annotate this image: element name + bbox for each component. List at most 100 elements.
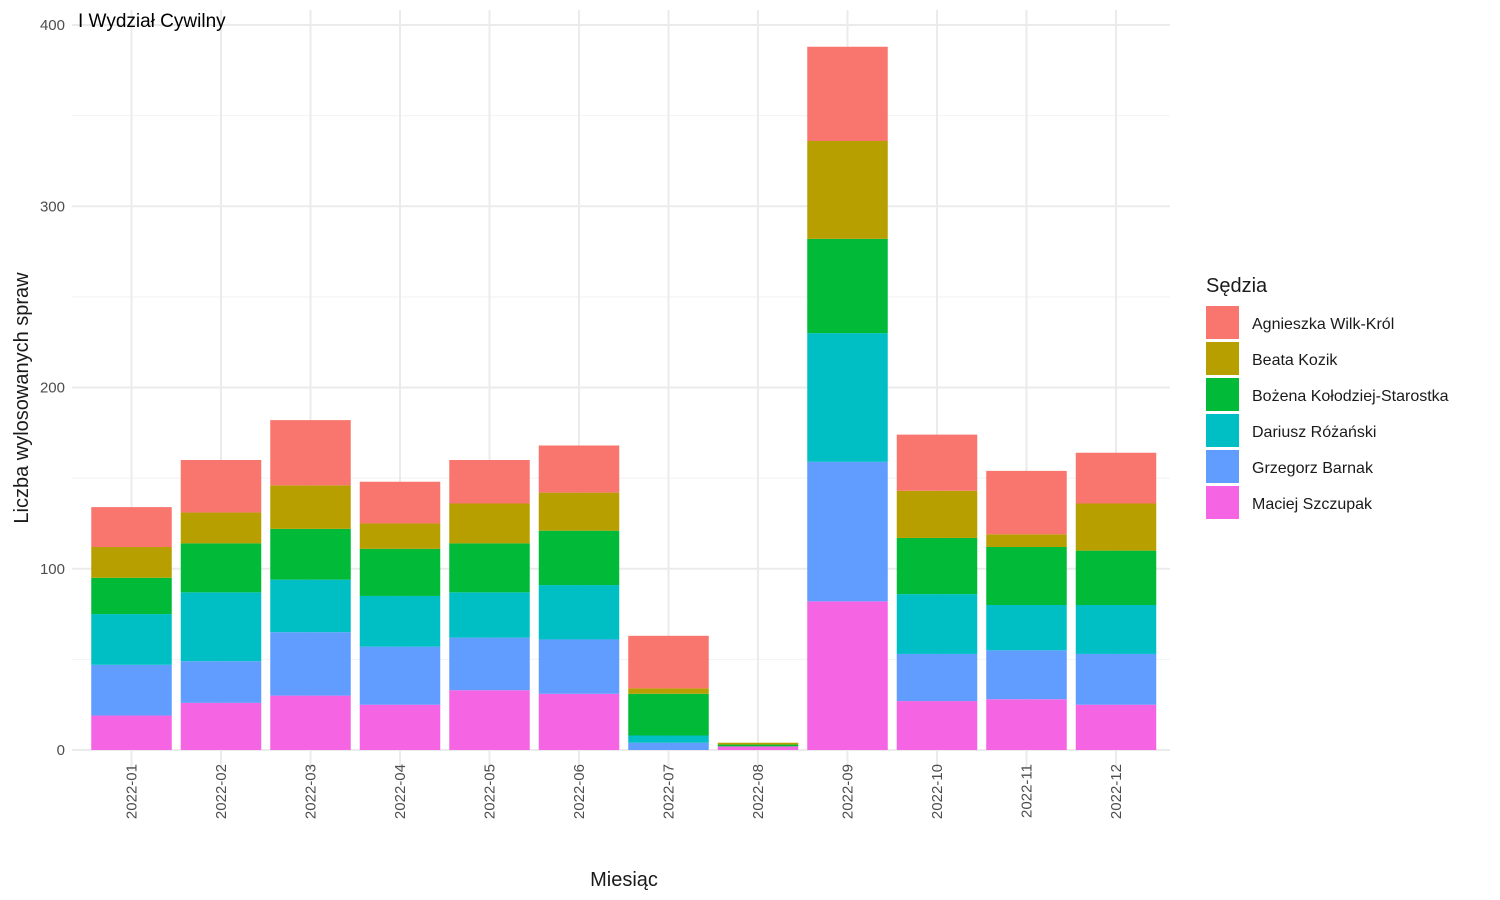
x-tick-label: 2022-02 [213, 764, 230, 819]
y-axis-title: Liczba wylosowanych spraw [11, 272, 33, 524]
bar-segment [180, 512, 262, 544]
bar-segment [628, 635, 709, 689]
legend-swatch [1206, 486, 1239, 519]
bar-segment [91, 614, 172, 665]
bar-segment [538, 530, 620, 586]
bar-segment [628, 688, 709, 694]
bar-segment [359, 548, 441, 596]
bar-segment [1075, 605, 1157, 654]
bar-segment [180, 543, 262, 593]
bar-segment [359, 481, 441, 524]
x-tick-label: 2022-06 [571, 764, 588, 819]
bar-segment [359, 704, 441, 750]
x-tick-label: 2022-10 [929, 764, 946, 819]
bar-segment [1075, 704, 1157, 750]
bar-segment [359, 523, 441, 549]
bar-segment [807, 461, 888, 602]
x-tick-label: 2022-11 [1019, 764, 1036, 818]
bars-layer [91, 46, 1157, 750]
bar-segment [270, 632, 351, 696]
bar-segment [359, 646, 441, 705]
bar-segment [449, 503, 530, 544]
bar-segment [180, 592, 262, 662]
bar-segment [896, 653, 978, 702]
legend-swatch [1206, 450, 1239, 483]
bar-segment [986, 547, 1067, 605]
bar-segment [896, 537, 978, 595]
bar-segment [986, 605, 1067, 651]
bar-segment [359, 595, 441, 647]
bar-segment [1075, 550, 1157, 605]
x-tick-label: 2022-07 [661, 764, 678, 819]
x-tick-labels: 2022-01 2022-02 2022-03 2022-04 2022-05 2022-… [124, 764, 1126, 819]
bar-segment [717, 742, 799, 745]
bar-segment [270, 695, 351, 750]
bar-segment [986, 650, 1067, 700]
bar-segment [807, 46, 888, 141]
legend-label: Maciej Szczupak [1252, 496, 1373, 513]
bar-segment [807, 141, 888, 239]
bar-segment [449, 637, 530, 691]
y-tick-label: 200 [40, 380, 65, 397]
bar-segment [91, 507, 172, 547]
bar-segment [1075, 653, 1157, 705]
bar-segment [628, 693, 709, 736]
bar-segment [896, 434, 978, 491]
bar-segment [180, 702, 262, 750]
bar-segment [717, 744, 799, 747]
bar-segment [986, 699, 1067, 750]
bar-segment [628, 742, 709, 750]
bar-segment [91, 715, 172, 750]
legend-swatch [1206, 414, 1239, 447]
bar-segment [807, 333, 888, 462]
legend-label: Grzegorz Barnak [1252, 460, 1374, 477]
bar-segment [91, 547, 172, 578]
x-tick-label: 2022-04 [392, 764, 409, 819]
bar-segment [896, 701, 978, 750]
bar-segment [449, 690, 530, 750]
bar-segment [449, 460, 530, 504]
bar-segment [91, 664, 172, 716]
x-axis-title: Miesiąc [590, 869, 658, 891]
y-tick-label: 300 [40, 198, 65, 215]
bar-segment [628, 735, 709, 743]
legend-label: Dariusz Różański [1252, 424, 1376, 441]
bar-segment [1075, 452, 1157, 504]
x-tick-label: 2022-05 [482, 764, 499, 819]
bar-segment [986, 470, 1067, 535]
legend: Agnieszka Wilk-Król Beata Kozik Bożena Koł… [1206, 306, 1449, 519]
x-tick-label: 2022-01 [124, 764, 141, 819]
legend-label: Bożena Kołodziej-Starostka [1252, 388, 1449, 405]
bar-segment [270, 579, 351, 633]
bar-segment [180, 661, 262, 703]
legend-swatch [1206, 306, 1239, 339]
bar-segment [717, 746, 799, 750]
y-tick-label: 0 [57, 742, 65, 759]
y-tick-label: 400 [40, 17, 65, 34]
bar-segment [807, 601, 888, 750]
bar-segment [449, 543, 530, 593]
chart-title: I Wydział Cywilny [78, 11, 226, 32]
y-tick-label: 100 [40, 561, 65, 578]
bar-segment [807, 238, 888, 334]
bar-segment [538, 445, 620, 493]
x-tick-label: 2022-09 [840, 764, 857, 819]
legend-label: Agnieszka Wilk-Król [1252, 316, 1394, 333]
bar-segment [538, 585, 620, 640]
legend-swatch [1206, 378, 1239, 411]
x-tick-label: 2022-08 [750, 764, 767, 819]
x-tick-label: 2022-12 [1108, 764, 1125, 819]
legend-title: Sędzia [1206, 275, 1268, 297]
bar-segment [270, 528, 351, 580]
x-tick-label: 2022-03 [303, 764, 320, 819]
bar-segment [538, 639, 620, 694]
legend-label: Beata Kozik [1252, 352, 1338, 369]
bar-segment [91, 577, 172, 615]
bar-segment [270, 420, 351, 486]
bar-segment [896, 594, 978, 654]
legend-swatch [1206, 342, 1239, 375]
bar-segment [180, 460, 262, 513]
bar-segment [1075, 503, 1157, 551]
bar-segment [270, 485, 351, 529]
